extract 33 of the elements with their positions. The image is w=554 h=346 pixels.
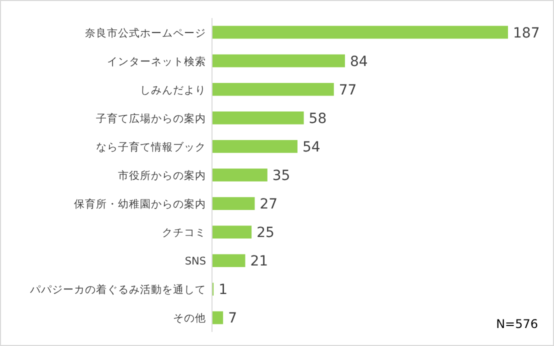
bar — [212, 111, 304, 124]
y-tick-label: パパジーカの着ぐるみ活動を通して — [29, 283, 206, 296]
data-label: 58 — [308, 110, 327, 127]
y-tick-label: 市役所からの案内 — [118, 169, 206, 182]
y-tick-label: なら子育て情報ブック — [96, 140, 206, 154]
bar — [212, 168, 268, 182]
data-label: 187 — [513, 25, 540, 42]
y-tick-label: SNS — [184, 256, 206, 268]
y-tick-label: インターネット検索 — [107, 54, 206, 68]
bar — [212, 140, 298, 153]
data-label: 84 — [350, 54, 368, 70]
data-label: 54 — [302, 139, 320, 156]
y-tick-label: 子育て広場からの案内 — [96, 112, 206, 125]
data-label: 21 — [250, 254, 268, 270]
y-tick-label: 保育所・幼稚園からの案内 — [74, 198, 206, 211]
y-tick-label: しみんだより — [140, 84, 206, 96]
y-tick-label: 奈良市公式ホームページ — [85, 26, 206, 40]
bar — [212, 197, 255, 210]
data-label: 27 — [260, 196, 278, 213]
data-label: 1 — [218, 282, 228, 298]
bar — [212, 54, 345, 68]
bar — [212, 254, 246, 268]
data-label: 7 — [228, 310, 237, 327]
y-tick-label: その他 — [173, 312, 206, 325]
data-label: 35 — [272, 168, 290, 184]
bar — [212, 311, 224, 324]
bar — [212, 82, 334, 96]
y-tick-label: クチコミ — [162, 227, 206, 240]
data-label: 25 — [256, 225, 274, 242]
bar — [212, 226, 252, 239]
bar — [212, 26, 508, 39]
annotation: N=576 — [496, 317, 538, 331]
data-label: 77 — [338, 82, 357, 98]
